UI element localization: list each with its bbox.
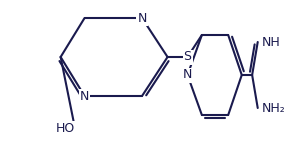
Text: HO: HO bbox=[56, 122, 75, 134]
Text: N: N bbox=[137, 12, 147, 24]
Text: S: S bbox=[184, 51, 191, 64]
Text: N: N bbox=[80, 89, 89, 103]
Text: NH₂: NH₂ bbox=[262, 101, 286, 115]
Text: N: N bbox=[183, 69, 192, 82]
Text: NH: NH bbox=[262, 36, 281, 49]
